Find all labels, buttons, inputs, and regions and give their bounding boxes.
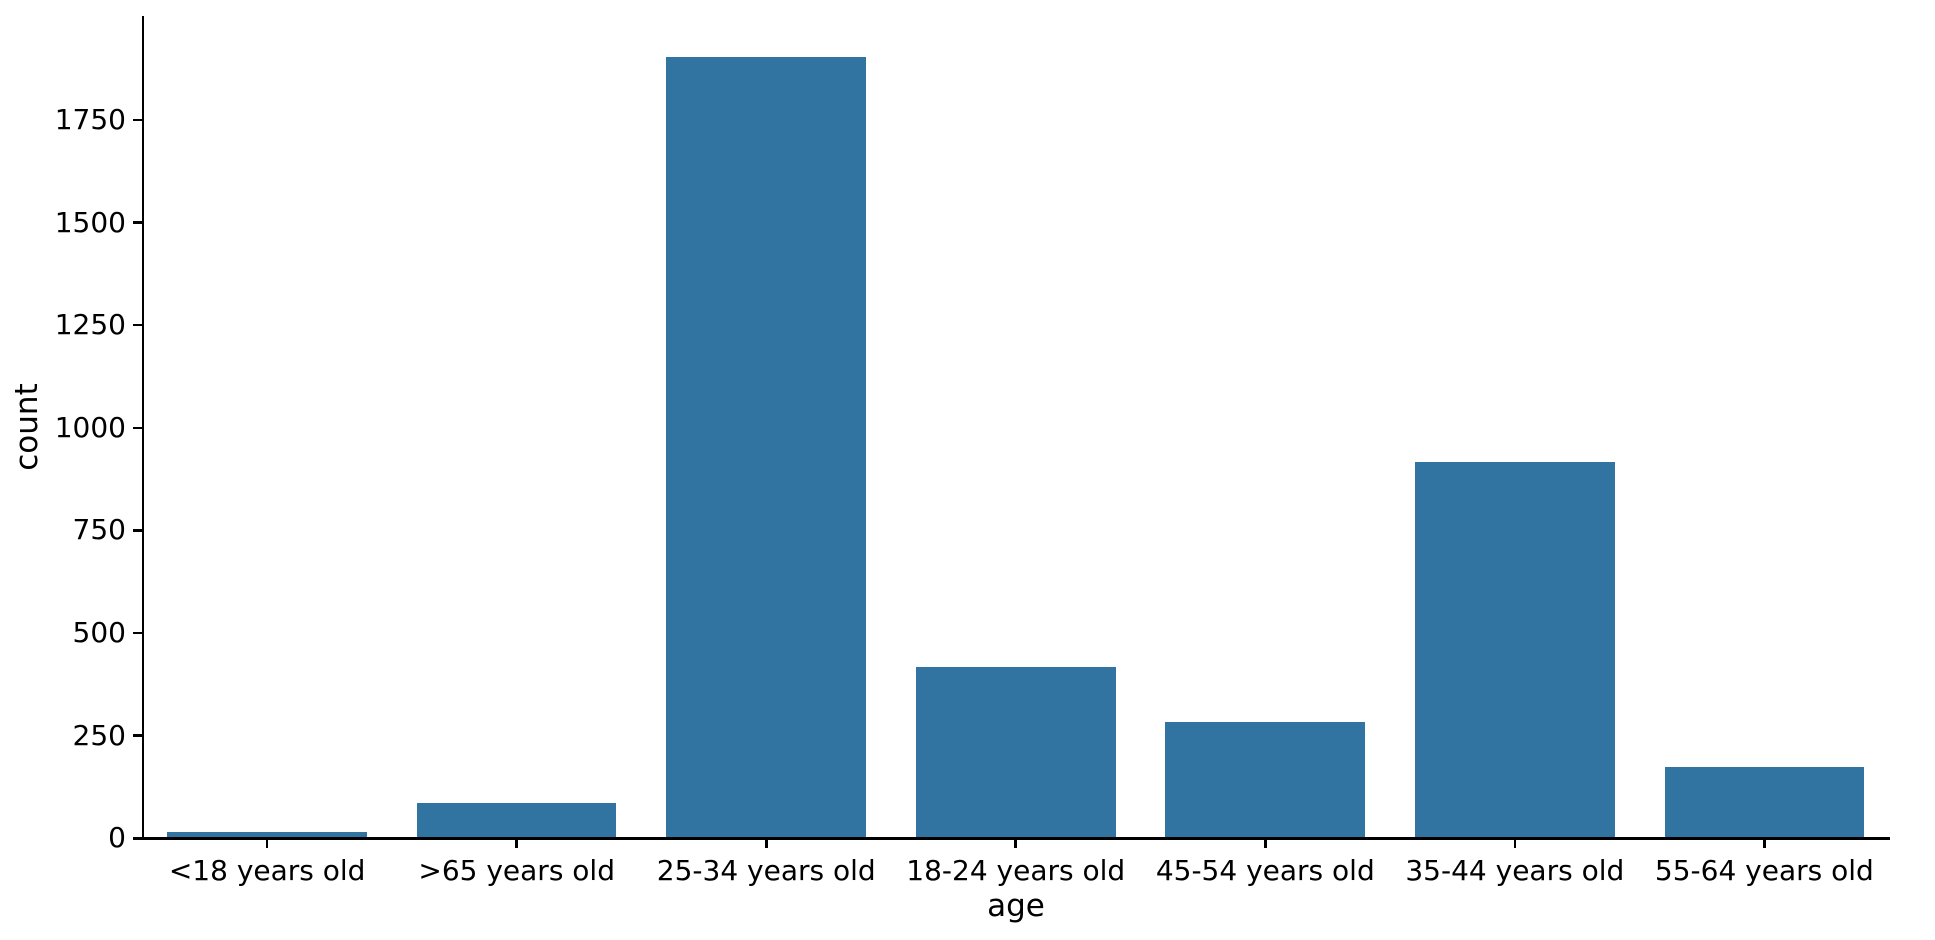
y-tick-label: 250 bbox=[72, 718, 126, 752]
x-tick-label: 55-64 years old bbox=[1654, 854, 1874, 887]
y-axis-line bbox=[141, 16, 145, 839]
bar-25-34-years-old bbox=[666, 57, 867, 837]
y-tick-mark bbox=[133, 734, 142, 737]
bar-35-44-years-old bbox=[1415, 462, 1615, 837]
x-tick-mark bbox=[265, 839, 269, 848]
bar-18-24-years-old bbox=[915, 667, 1116, 837]
x-tick-mark bbox=[1263, 839, 1267, 848]
x-tick-mark bbox=[1763, 839, 1766, 848]
y-tick-label: 750 bbox=[72, 513, 126, 547]
y-tick-label: 1750 bbox=[54, 102, 126, 136]
x-tick-mark bbox=[764, 839, 768, 848]
x-tick-label: <18 years old bbox=[168, 854, 366, 887]
y-tick-mark bbox=[133, 837, 142, 840]
x-tick-label: >65 years old bbox=[418, 854, 615, 887]
x-tick-label: 25-34 years old bbox=[656, 854, 876, 887]
y-tick-label: 1000 bbox=[54, 410, 126, 444]
y-axis-title: count bbox=[9, 383, 45, 471]
y-tick-mark bbox=[133, 426, 142, 430]
bar-45-54-years-old bbox=[1165, 722, 1366, 837]
y-tick-label: 1250 bbox=[54, 308, 126, 342]
x-axis-line bbox=[141, 837, 1890, 840]
x-axis-title: age bbox=[987, 888, 1045, 924]
x-tick-label: 35-44 years old bbox=[1405, 854, 1625, 887]
y-tick-mark bbox=[133, 118, 142, 122]
x-tick-mark bbox=[515, 839, 518, 848]
y-tick-mark bbox=[133, 631, 142, 635]
y-tick-mark bbox=[133, 323, 142, 327]
x-tick-mark bbox=[1014, 839, 1018, 848]
y-tick-label: 1500 bbox=[54, 205, 126, 239]
y-tick-mark bbox=[133, 221, 142, 224]
y-tick-label: 500 bbox=[72, 616, 126, 650]
y-tick-mark bbox=[133, 529, 142, 532]
x-tick-label: 18-24 years old bbox=[906, 854, 1126, 887]
bar-18-years-old bbox=[167, 832, 367, 837]
y-tick-label: 0 bbox=[108, 821, 126, 855]
bar-55-64-years-old bbox=[1664, 767, 1865, 837]
bar-65-years-old bbox=[416, 802, 617, 837]
x-tick-label: 45-54 years old bbox=[1155, 854, 1375, 887]
x-tick-mark bbox=[1513, 839, 1517, 848]
